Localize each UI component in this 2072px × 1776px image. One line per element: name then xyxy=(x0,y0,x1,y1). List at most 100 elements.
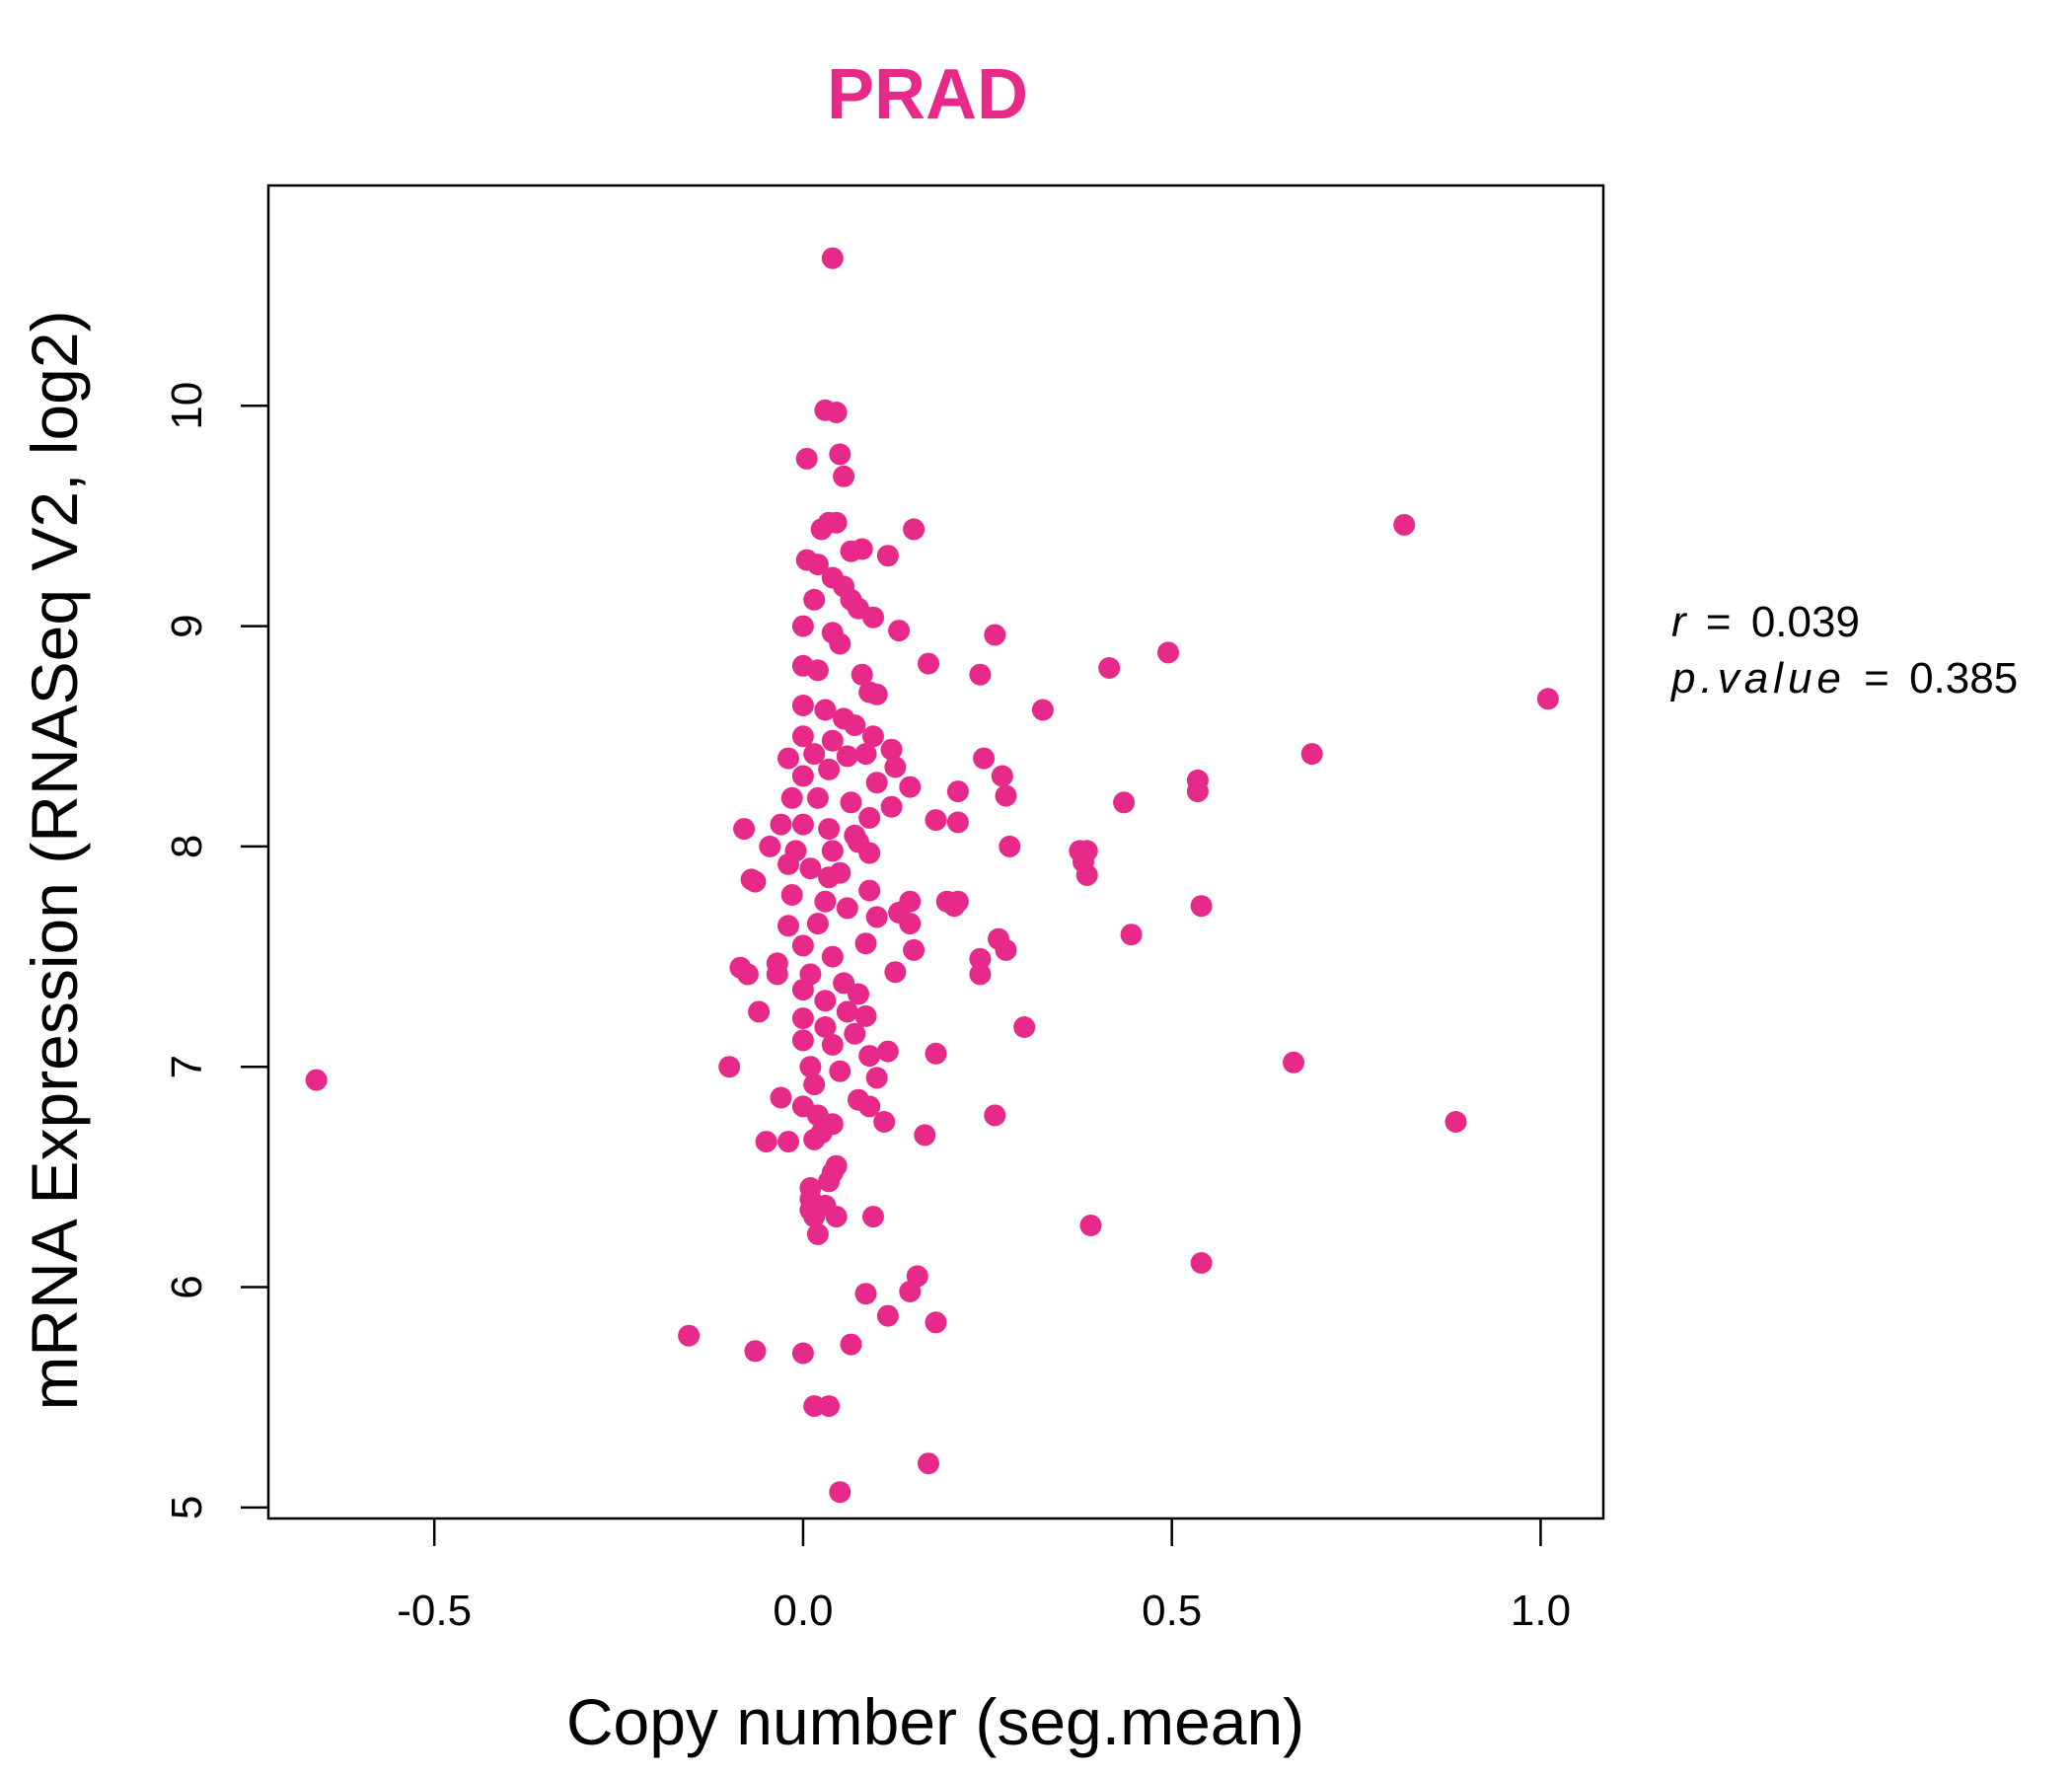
y-tick-label: 10 xyxy=(163,382,211,430)
data-point xyxy=(1157,641,1179,664)
data-point xyxy=(858,1095,881,1118)
data-point xyxy=(876,1040,899,1063)
data-point xyxy=(791,1342,814,1365)
data-point xyxy=(884,756,907,778)
y-tick-label: 6 xyxy=(163,1275,211,1298)
data-point xyxy=(836,1000,858,1023)
data-point xyxy=(803,1128,826,1150)
data-point xyxy=(777,852,799,875)
data-point xyxy=(821,1033,844,1056)
data-point xyxy=(903,938,925,961)
data-point xyxy=(873,1111,896,1133)
data-point xyxy=(818,1170,841,1193)
data-point xyxy=(1444,1111,1467,1133)
data-point xyxy=(848,983,869,1005)
data-point xyxy=(865,683,888,705)
data-point xyxy=(854,932,877,955)
data-point xyxy=(791,615,814,637)
data-point xyxy=(791,765,814,787)
data-point xyxy=(803,588,826,611)
data-point xyxy=(840,1333,862,1356)
data-point xyxy=(829,632,851,655)
data-point xyxy=(833,465,855,487)
data-point xyxy=(791,725,814,748)
data-point xyxy=(777,1131,799,1153)
data-point xyxy=(791,979,814,1001)
data-point xyxy=(836,897,858,920)
data-point xyxy=(888,620,911,642)
data-point xyxy=(1186,780,1209,803)
data-point xyxy=(821,945,844,968)
p-label: p.value xyxy=(1669,654,1846,703)
data-point xyxy=(858,879,881,902)
data-point xyxy=(969,663,992,686)
data-point xyxy=(744,1340,767,1363)
data-point xyxy=(780,884,803,906)
x-tick-label: -0.5 xyxy=(397,1587,472,1635)
data-point xyxy=(806,913,829,935)
x-tick-label: 1.0 xyxy=(1511,1587,1571,1635)
data-point xyxy=(799,1056,822,1078)
data-point xyxy=(999,835,1021,857)
data-point xyxy=(821,840,844,862)
data-point xyxy=(718,1056,741,1078)
data-point xyxy=(918,652,939,675)
data-point xyxy=(984,624,1006,646)
data-point xyxy=(799,857,822,880)
y-axis: 5 6 7 8 9 10 xyxy=(163,382,268,1519)
data-point xyxy=(918,1452,939,1475)
r-equals: = xyxy=(1706,598,1732,646)
data-point xyxy=(969,947,992,970)
data-point xyxy=(1190,895,1213,918)
data-point xyxy=(840,791,862,814)
data-point xyxy=(1013,1016,1036,1038)
data-point xyxy=(814,990,837,1012)
y-tick-label: 7 xyxy=(163,1055,211,1078)
chart-title: PRAD xyxy=(827,55,1028,134)
data-point xyxy=(880,738,903,761)
data-point xyxy=(862,1206,884,1228)
data-point xyxy=(814,890,837,913)
data-point xyxy=(791,1007,814,1030)
data-point xyxy=(1113,791,1136,814)
data-point xyxy=(991,765,1013,787)
data-point xyxy=(829,443,851,466)
data-point xyxy=(818,511,841,534)
data-point xyxy=(777,915,799,937)
correlation-stat: r = 0.039 xyxy=(1671,598,1860,646)
x-tick-label: 0.0 xyxy=(773,1587,833,1635)
data-point xyxy=(1190,1252,1213,1274)
data-point xyxy=(844,1022,866,1045)
data-point xyxy=(795,447,818,470)
data-point xyxy=(806,786,829,809)
data-point xyxy=(744,870,767,893)
data-point xyxy=(858,806,881,829)
data-point xyxy=(791,695,814,716)
r-value: 0.039 xyxy=(1751,598,1860,646)
data-point xyxy=(858,1045,881,1068)
data-point xyxy=(854,743,877,766)
data-point xyxy=(914,1124,936,1147)
data-point xyxy=(1120,924,1143,946)
data-point xyxy=(876,1304,899,1327)
data-point xyxy=(678,1324,701,1347)
p-equals: = xyxy=(1864,654,1889,703)
data-point xyxy=(766,963,788,986)
data-point xyxy=(829,1481,851,1504)
y-axis-title: mRNA Expression (RNASeq V2, log2) xyxy=(18,310,91,1410)
data-point xyxy=(780,786,803,809)
data-point xyxy=(946,811,969,834)
plot-frame xyxy=(266,184,1605,1520)
data-point xyxy=(825,1206,848,1228)
data-point xyxy=(903,518,925,541)
data-point xyxy=(836,745,858,768)
data-point xyxy=(925,809,947,832)
data-point xyxy=(862,606,884,629)
y-tick-label: 5 xyxy=(163,1496,211,1519)
data-point xyxy=(803,1206,826,1228)
data-point xyxy=(973,747,996,770)
data-point xyxy=(305,1069,328,1091)
data-point xyxy=(759,835,781,857)
data-point xyxy=(840,540,862,562)
